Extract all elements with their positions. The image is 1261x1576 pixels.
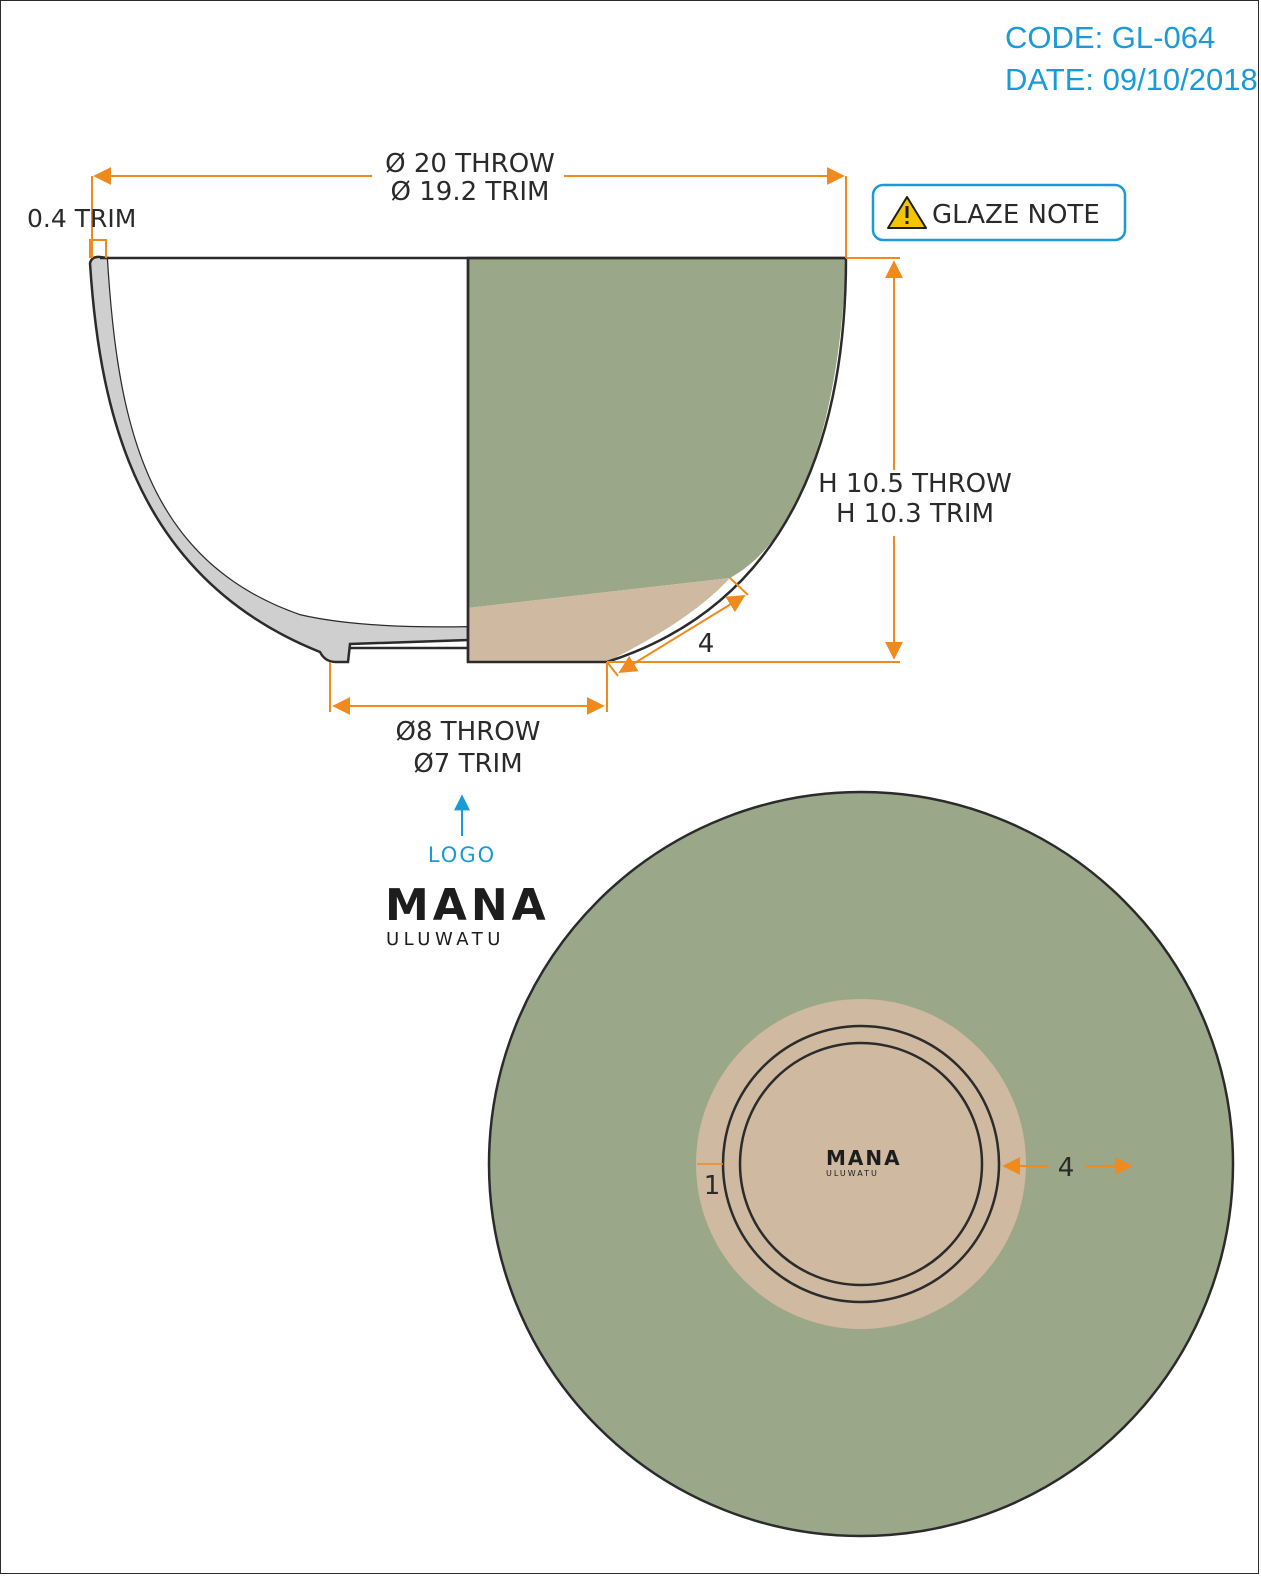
height-throw-label: H 10.5 THROW [818, 469, 1012, 499]
ring-width-dimension: 1 [697, 1163, 723, 1201]
brand-logo: MANA ULUWATU [385, 880, 550, 950]
bottom-logo: MANA ULUWATU [826, 1146, 902, 1178]
bottom-unglazed-area [696, 999, 1026, 1329]
bottom-brand-name: MANA [826, 1146, 902, 1170]
foot-band-label: 4 [698, 629, 715, 659]
height-trim-label: H 10.3 TRIM [836, 499, 994, 529]
rim-diameter-dimension: Ø 20 THROW Ø 19.2 TRIM [91, 149, 847, 258]
logo-label: LOGO [428, 843, 496, 867]
glazed-exterior [468, 258, 846, 608]
height-dimension: H 10.5 THROW H 10.3 TRIM [607, 257, 1012, 663]
warning-triangle-icon [887, 196, 927, 229]
bowl-side-view [88, 255, 848, 664]
foot-trim-label: Ø7 TRIM [413, 749, 522, 779]
wall-thickness-dimension: 0.4 TRIM [27, 204, 136, 258]
glaze-note-badge: GLAZE NOTE [871, 183, 1127, 242]
ring-width-label: 1 [704, 1171, 721, 1201]
bottom-brand-sub: ULUWATU [826, 1169, 879, 1178]
date-label: DATE: 09/10/2018 [1005, 62, 1258, 97]
foot-throw-label: Ø8 THROW [396, 717, 541, 747]
unglazed-band-label: 4 [1058, 1153, 1075, 1183]
rim-trim-label: Ø 19.2 TRIM [391, 177, 550, 207]
bowl-interior [108, 258, 468, 627]
glaze-note-label: GLAZE NOTE [932, 200, 1100, 230]
brand-sub: ULUWATU [386, 929, 505, 950]
brand-name: MANA [385, 880, 550, 931]
code-label: CODE: GL-064 [1005, 20, 1215, 55]
wall-trim-label: 0.4 TRIM [27, 204, 136, 233]
logo-callout: LOGO [428, 794, 496, 867]
unglazed-band-dimension: 4 [1002, 1153, 1133, 1183]
foot-diameter-dimension: Ø8 THROW Ø7 TRIM [329, 662, 608, 779]
foot-band-dimension: 4 [606, 577, 749, 677]
bowl-bottom-view [487, 790, 1235, 1538]
foot-ring-inner [738, 1041, 984, 1287]
rim-throw-label: Ø 20 THROW [385, 149, 555, 179]
